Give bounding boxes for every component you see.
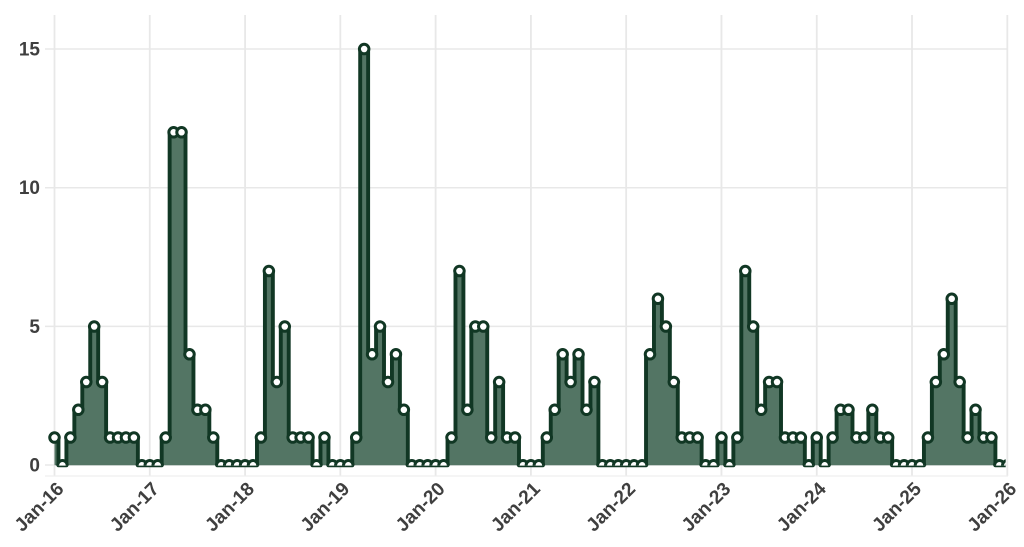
svg-text:0: 0 [29, 456, 40, 477]
svg-text:10: 10 [19, 178, 40, 199]
svg-text:5: 5 [29, 317, 40, 338]
svg-text:15: 15 [19, 40, 41, 61]
